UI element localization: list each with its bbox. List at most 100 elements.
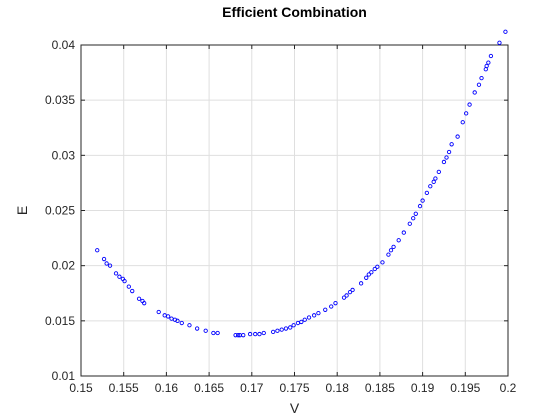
data-point [341, 295, 347, 300]
data-point [156, 309, 161, 315]
data-point [117, 274, 122, 279]
data-point [291, 323, 296, 328]
data-point [484, 63, 489, 69]
data-point [122, 278, 127, 284]
data-point [424, 190, 430, 195]
data-point [364, 275, 369, 280]
data-point [444, 155, 449, 160]
data-point [464, 111, 469, 116]
data-point [503, 29, 508, 34]
data-point [257, 331, 262, 337]
data-point [283, 326, 289, 331]
data-point [275, 328, 280, 333]
data-point [253, 331, 258, 337]
data-point [175, 318, 180, 323]
y-tick-label: 0.04 [52, 38, 76, 52]
data-point [347, 289, 353, 295]
data-point [187, 323, 192, 328]
y-tick-label: 0.03 [52, 148, 76, 162]
data-point [241, 333, 246, 338]
x-tick-label: 0.155 [109, 381, 139, 395]
data-point [396, 238, 401, 243]
data-point [95, 248, 100, 253]
data-point [233, 333, 238, 338]
data-point [316, 310, 321, 316]
scatter-points [95, 29, 508, 338]
data-point [358, 281, 364, 286]
plot-frame [80, 44, 509, 377]
data-point [486, 60, 491, 65]
data-point [497, 40, 502, 45]
data-point [306, 315, 312, 320]
data-point [441, 159, 447, 165]
x-tick-label: 0.16 [155, 381, 179, 395]
x-tick-label: 0.17 [240, 381, 264, 395]
x-tick-label: 0.185 [365, 381, 395, 395]
data-point [420, 198, 425, 203]
y-tick-label: 0.01 [52, 369, 76, 383]
x-tick-label: 0.15 [69, 381, 93, 395]
data-point [460, 120, 465, 125]
data-point [391, 244, 396, 250]
x-axis-label: V [290, 400, 300, 416]
data-point [169, 316, 174, 321]
data-point [235, 333, 241, 338]
data-point [449, 142, 454, 147]
data-point [446, 149, 452, 155]
y-axis-label: E [14, 206, 30, 215]
data-point [299, 319, 304, 325]
data-point [333, 301, 338, 306]
data-point [350, 287, 355, 293]
data-point [288, 325, 293, 330]
y-tick-labels: 0.01 0.015 0.02 0.025 0.03 0.035 0.04 [45, 38, 75, 383]
data-point [431, 179, 436, 184]
data-point [261, 330, 266, 336]
data-point [388, 248, 394, 253]
x-tick-labels: 0.15 0.155 0.16 0.165 0.17 0.175 0.18 0.185 0.19… [69, 381, 516, 395]
data-point [455, 134, 460, 139]
x-tick-label: 0.195 [450, 381, 480, 395]
data-point [407, 221, 412, 226]
data-point [270, 329, 276, 335]
data-point [386, 252, 391, 257]
data-point [479, 75, 484, 81]
data-point [107, 263, 113, 268]
data-point [101, 256, 107, 262]
data-point [488, 53, 494, 59]
data-point [211, 330, 216, 336]
data-point [104, 261, 109, 266]
y-tick-label: 0.025 [45, 204, 75, 218]
data-point [136, 296, 142, 301]
data-point [372, 266, 377, 272]
data-point [302, 317, 307, 322]
data-point [203, 328, 208, 333]
data-point [369, 270, 374, 275]
data-point [467, 102, 472, 107]
data-point [476, 82, 482, 87]
data-point [194, 326, 200, 331]
x-tick-label: 0.19 [411, 381, 435, 395]
x-tick-label: 0.175 [279, 381, 309, 395]
data-point [413, 211, 418, 216]
data-point [401, 230, 406, 235]
x-tick-label: 0.18 [326, 381, 350, 395]
data-point [113, 271, 119, 276]
data-point [279, 327, 284, 332]
data-point [311, 313, 317, 318]
x-tick-label: 0.165 [194, 381, 224, 395]
data-point [142, 301, 147, 306]
y-tick-label: 0.035 [45, 93, 75, 107]
data-point [215, 330, 220, 336]
data-point [366, 272, 371, 277]
data-point [472, 90, 477, 95]
data-point [323, 307, 328, 312]
data-point [162, 313, 167, 318]
data-point [380, 260, 385, 265]
y-tick-label: 0.015 [45, 314, 75, 328]
data-point [329, 304, 334, 309]
data-point [433, 176, 438, 181]
data-point [179, 320, 184, 326]
data-point [126, 284, 131, 289]
chart-title: Efficient Combination [222, 4, 367, 20]
